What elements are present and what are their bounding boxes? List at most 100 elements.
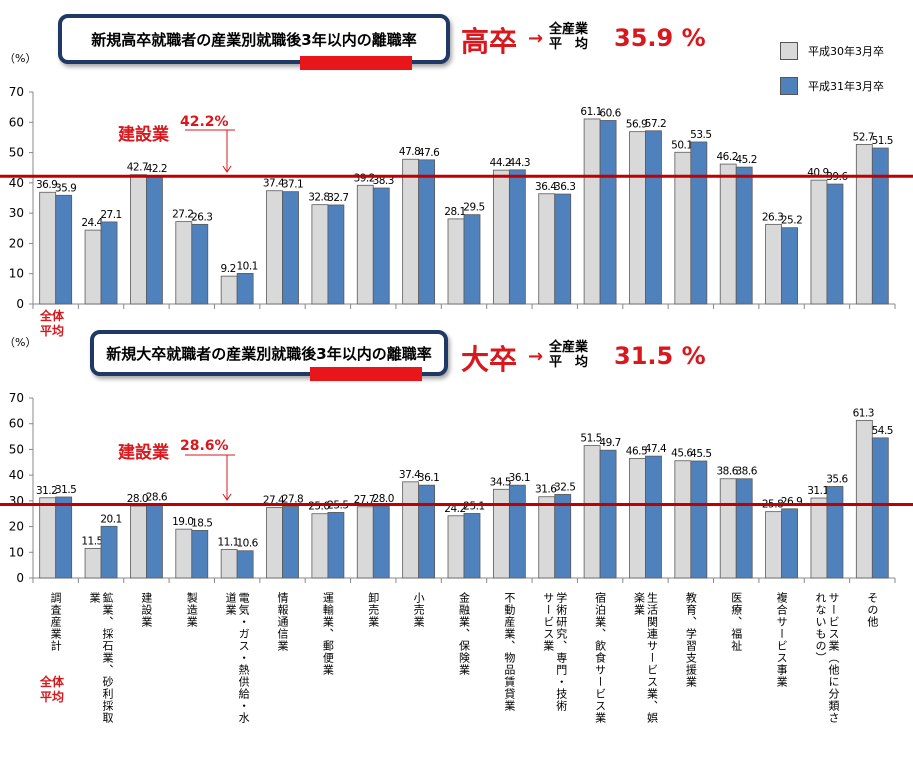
chart1-bar-series1 — [765, 223, 782, 305]
chart1-bar-series1 — [311, 204, 329, 305]
chart1-bar-series2 — [372, 187, 390, 305]
chart1-avg-label-top: 全産業 — [549, 22, 589, 37]
chart2-arrow-icon: → — [528, 346, 544, 367]
chart2-bar-series1 — [84, 548, 102, 579]
chart1-data-label-series2: 44.3 — [509, 157, 530, 169]
chart1-bar-series1 — [39, 191, 57, 305]
chart1-y-tick-label: 30 — [9, 206, 24, 220]
category-label: 鉱業、採石業、砂利採取 — [101, 591, 114, 724]
chart1-bar-series2 — [100, 221, 118, 305]
category-label: 生活関連サービス業、娯 — [645, 591, 658, 724]
category-label: 建設業 — [140, 591, 153, 628]
chart1-data-label-series1: 61.1 — [580, 106, 601, 118]
chart2-avg-label: 全産業 平 均 — [549, 340, 588, 370]
chart2-bar-series2 — [781, 508, 798, 579]
legend-item-h31: 平成31年3月卒 — [780, 77, 884, 95]
chart2-bar-series1 — [765, 511, 782, 579]
chart2-data-label-series2: 31.5 — [55, 484, 76, 496]
chart2-bar-series2 — [146, 504, 163, 579]
chart1-bar-series2 — [645, 130, 662, 305]
chart2-bar-series2 — [826, 486, 844, 579]
category-label: れないもの） — [814, 592, 827, 664]
chart2-side-label: 平均 — [40, 689, 64, 704]
chart2-y-tick-label: 60 — [9, 417, 24, 431]
chart2-avg-label-top: 全産業 — [549, 340, 589, 355]
chart1-data-label-series1: 26.3 — [762, 211, 783, 223]
chart2-data-label-series2: 45.5 — [690, 448, 711, 460]
category-label: 調査産業計 — [49, 591, 62, 652]
chart2-data-label-series2: 36.1 — [418, 472, 439, 484]
category-label: 楽業 — [632, 592, 645, 616]
chart1-avg-label: 全産業 平 均 — [549, 22, 588, 52]
chart1-y-tick-label: 20 — [9, 236, 24, 250]
chart1-data-label-series2: 26.3 — [191, 211, 212, 223]
chart1-bar-series1 — [583, 118, 601, 305]
chart2-y-tick-label: 0 — [16, 571, 24, 585]
chart1-avg-value: 35.9 % — [614, 24, 706, 52]
category-label: 情報通信業 — [276, 592, 289, 652]
chart1-data-label-series2: 35.9 — [55, 182, 76, 194]
chart2-bar-series1 — [583, 445, 601, 579]
chart1-category-label: 高卒 — [461, 25, 518, 58]
legend-label-h31: 平成31年3月卒 — [808, 80, 884, 93]
chart2-y-tick-label: 10 — [9, 545, 24, 559]
chart2-bar-series1 — [220, 549, 238, 579]
chart1-y-tick-label: 40 — [9, 176, 24, 190]
chart2-bar-series2 — [327, 512, 345, 579]
chart2-bar-series1 — [719, 478, 737, 579]
category-label: 不動産業、物品賃貸業 — [503, 592, 516, 712]
category-label: 学術研究、専門・技術 — [555, 591, 568, 712]
chart2-data-label-series2: 49.7 — [599, 437, 620, 449]
chart2-data-label-series1: 28.0 — [127, 493, 148, 505]
chart1-bar-series2 — [463, 214, 481, 305]
chart2-data-label-series2: 20.1 — [100, 513, 121, 525]
chart1-data-label-series1: 52.7 — [853, 131, 874, 143]
chart2-bar-series2 — [599, 449, 617, 579]
chart1-bar-series1 — [447, 218, 465, 305]
chart2-data-label-series1: 31.1 — [807, 485, 828, 497]
chart2-y-tick-label: 40 — [9, 468, 24, 482]
chart2-bar-series1 — [356, 506, 374, 579]
chart1-title-highlight — [300, 56, 412, 70]
chart1-data-label-series1: 47.8 — [399, 146, 420, 158]
chart1-bar-series1 — [719, 163, 737, 305]
chart2-bar-series2 — [554, 494, 572, 579]
chart1-data-label-series2: 47.6 — [418, 147, 440, 159]
category-label: 卸売業 — [367, 591, 380, 628]
chart1-bar-series1 — [356, 184, 374, 305]
chart1-bar-series2 — [871, 147, 889, 305]
chart2-bar-series1 — [130, 505, 147, 579]
chart1-bar-series2 — [55, 194, 73, 305]
chart2-y-tick-label: 50 — [9, 442, 24, 456]
chart1-bar-series2 — [554, 193, 572, 305]
chart1-bar-series2 — [282, 191, 299, 305]
chart2-data-label-series2: 28.0 — [373, 493, 394, 505]
chart1-bar-series1 — [402, 158, 420, 305]
chart2-data-label-series1: 31.6 — [535, 484, 557, 496]
chart2-y-unit: （%） — [4, 336, 36, 349]
chart1-bar-series1 — [130, 174, 147, 305]
chart1-bar-series2 — [146, 175, 163, 305]
chart2-category-label: 大卒 — [461, 343, 518, 376]
chart2-data-label-series1: 38.6 — [717, 466, 739, 478]
chart2-pointer-arrow-icon — [222, 493, 232, 501]
chart2-bar-series1 — [855, 419, 873, 579]
chart2-data-label-series1: 61.3 — [853, 407, 874, 419]
chart2-bar-series2 — [508, 484, 526, 579]
chart2-bar-series2 — [735, 478, 753, 579]
chart1-data-label-series1: 24.4 — [81, 217, 103, 229]
chart1-data-label-series2: 36.3 — [554, 181, 575, 193]
chart2-bar-series2 — [372, 505, 390, 579]
chart1-data-label-series2: 37.1 — [282, 179, 303, 191]
chart1-data-label-series2: 60.6 — [599, 107, 621, 119]
chart1-data-label-series2: 57.2 — [645, 118, 666, 130]
chart2-data-label-series1: 19.0 — [172, 516, 193, 528]
category-label: 教育、学習支援業 — [684, 592, 697, 688]
chart2-data-label-series1: 51.5 — [580, 433, 601, 445]
chart2-data-label-series1: 45.6 — [671, 448, 693, 460]
chart2-bar-series1 — [447, 515, 465, 579]
chart2-data-label-series2: 28.6 — [146, 491, 168, 503]
chart1-data-label-series2: 51.5 — [872, 135, 893, 147]
chart2-bar-series2 — [463, 513, 481, 579]
chart2-data-label-series2: 35.6 — [826, 473, 848, 485]
